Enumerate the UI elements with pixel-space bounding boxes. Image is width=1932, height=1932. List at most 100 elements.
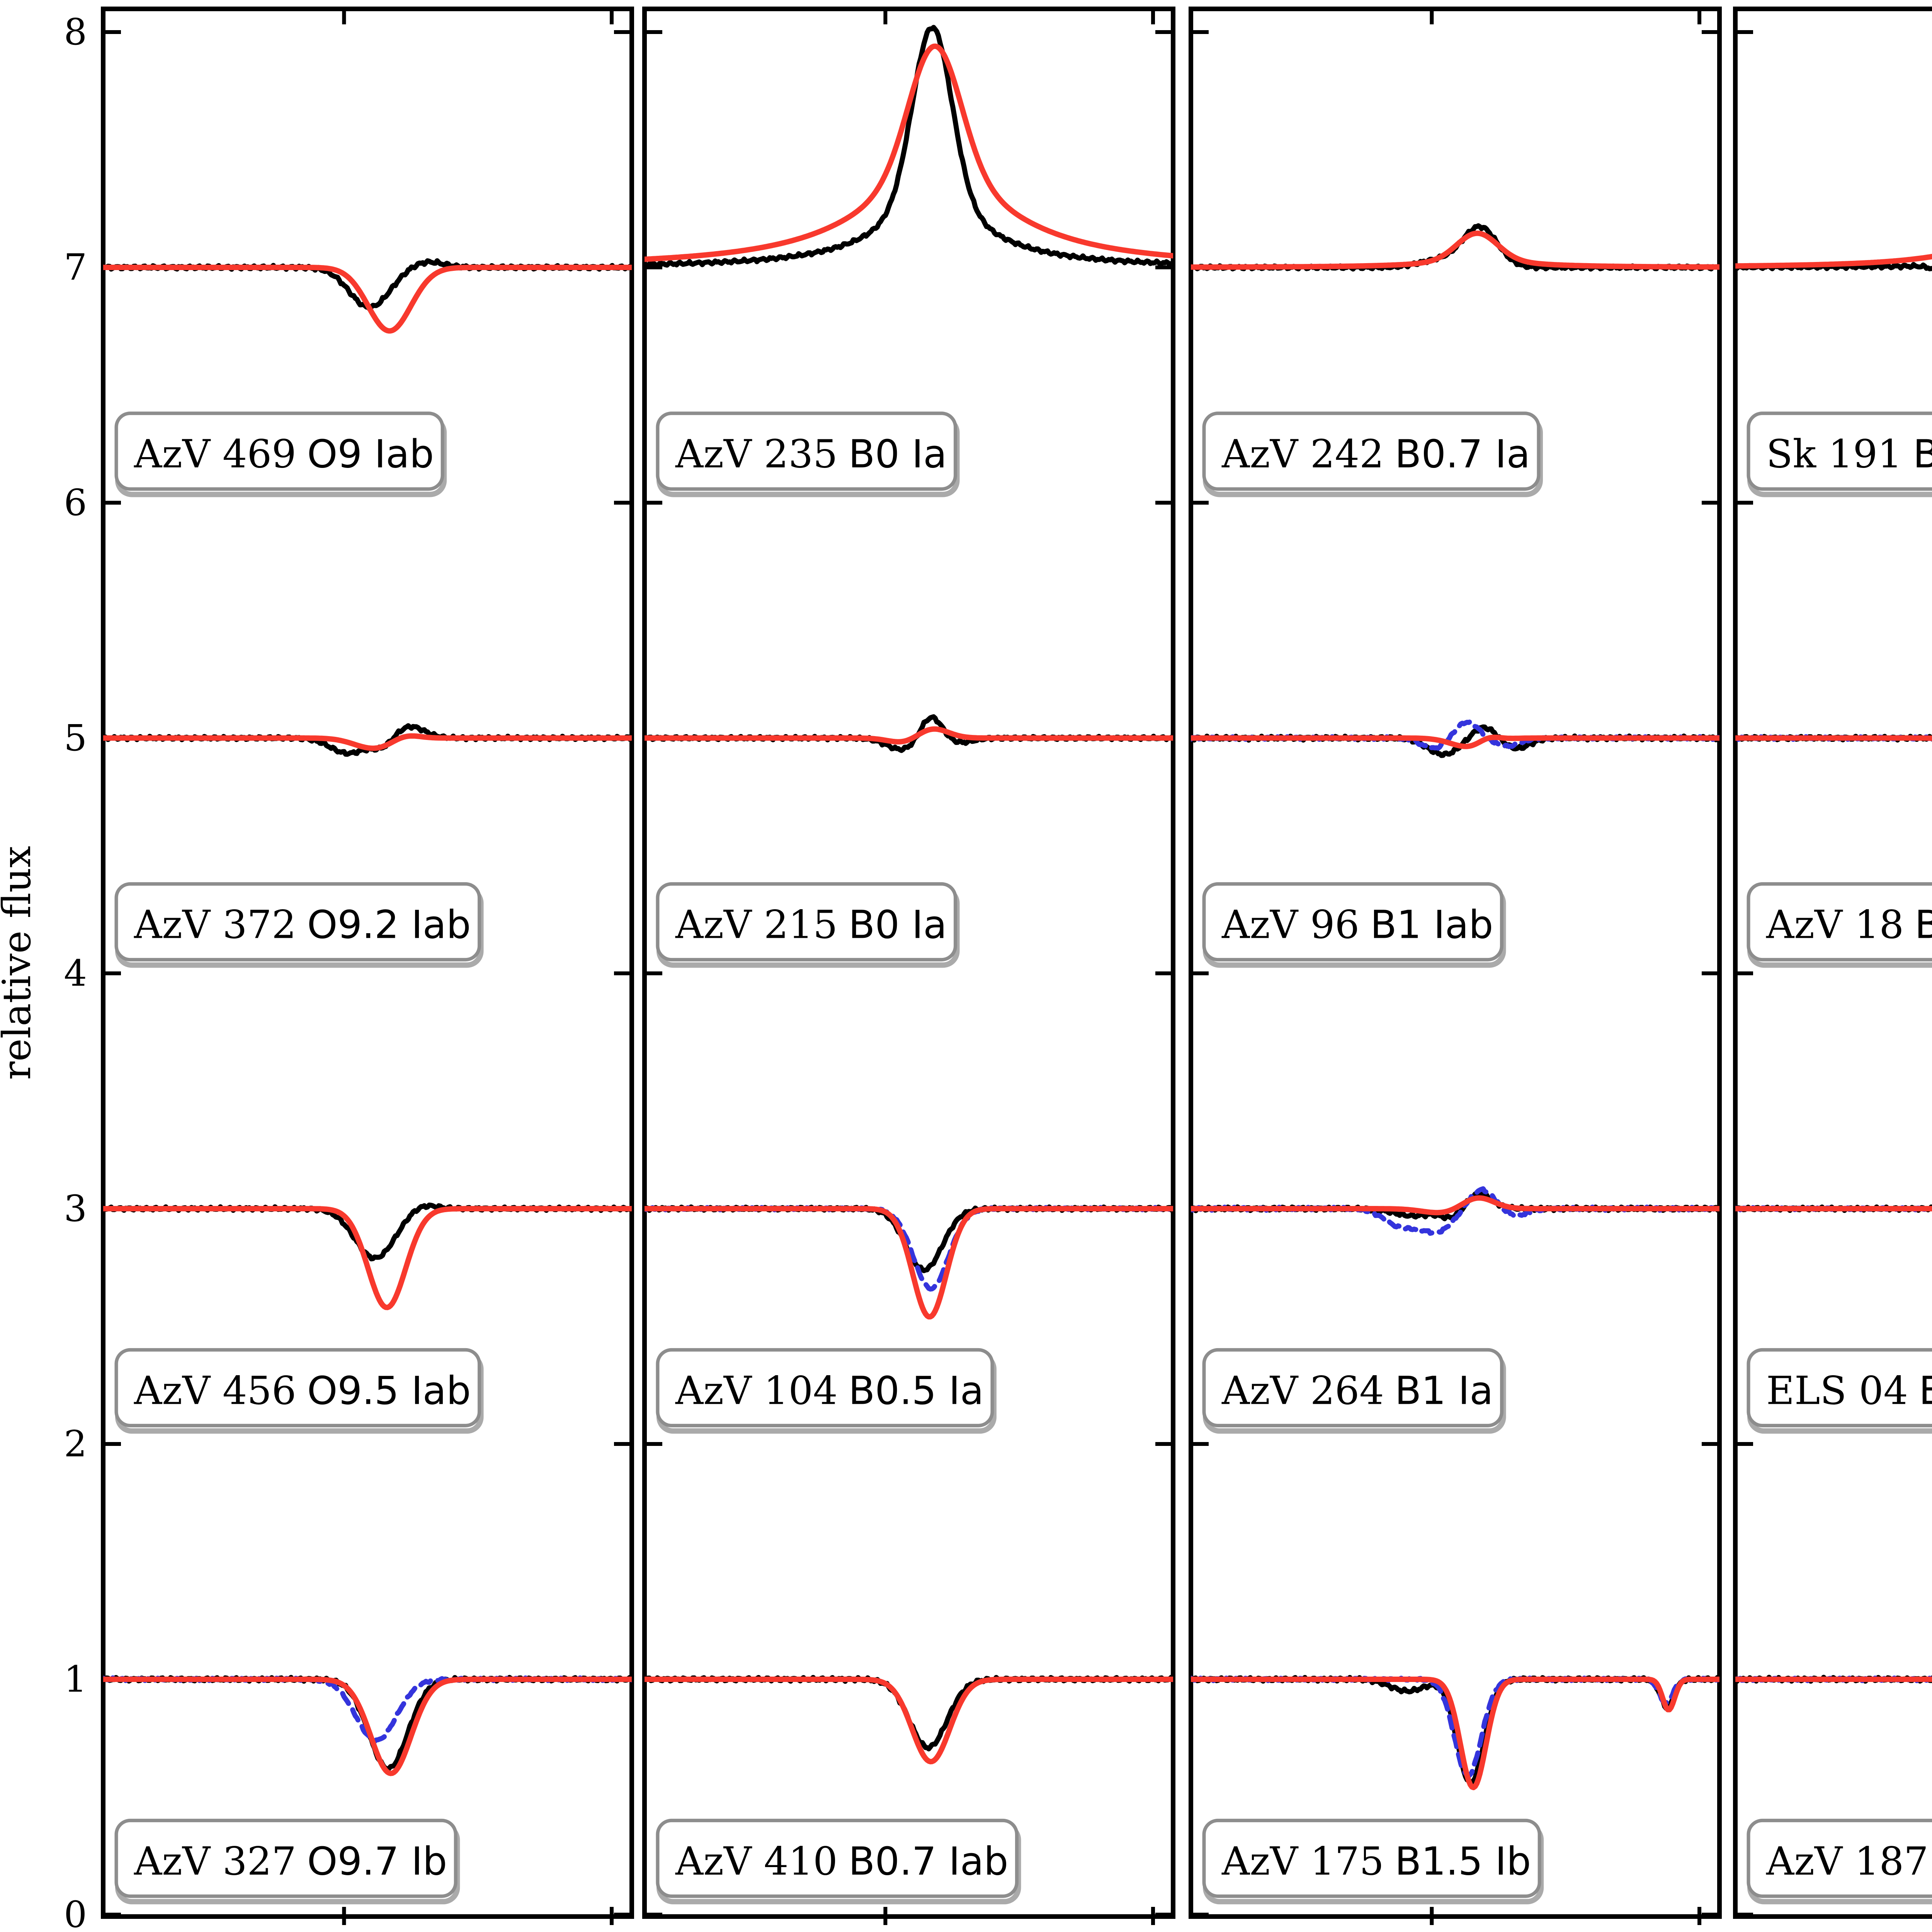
star-label-box-frame: [656, 412, 957, 491]
y-tick-label: 6: [64, 482, 87, 524]
star-name: AzV 104: [675, 1368, 838, 1413]
star-label-box: AzV 410 B0.7 Iab: [656, 1818, 1021, 1905]
star-label-box-frame: [114, 1348, 481, 1427]
star-spectral-type: B0 Ia: [849, 432, 947, 477]
star-name: ELS 04: [1766, 1368, 1908, 1413]
star-name: AzV 235: [675, 432, 838, 477]
spectrum-curve-model_red: [103, 265, 632, 334]
star-name: AzV 215: [675, 902, 838, 947]
spectrum-curve-model_red: [645, 1206, 1173, 1320]
star-label: AzV 175 B1.5 Ib: [1221, 1838, 1531, 1884]
star-label-box: AzV 18 B2 Ia: [1747, 882, 1932, 968]
star-spectral-type: B0.5 Ia: [849, 1368, 984, 1413]
star-label-box-frame: [1747, 1818, 1932, 1898]
star-name: AzV 187: [1766, 1838, 1929, 1884]
spectrum-curve-observed: [645, 25, 1173, 269]
y-axis-label: relative flux: [0, 846, 39, 1080]
star-spectral-type: O9 Iab: [307, 432, 434, 477]
star-label: AzV 187B2.5 Ia: [1766, 1838, 1932, 1884]
star-label: AzV 469 O9 Iab: [134, 432, 434, 477]
star-label: Sk 191 B1.5 Ia: [1766, 432, 1932, 477]
star-label: AzV 372 O9.2 Iab: [134, 902, 471, 947]
spectrum-curve-model_red: [103, 1677, 632, 1776]
star-label-box: AzV 215 B0 Ia: [656, 882, 960, 968]
star-label-box-frame: [1202, 1818, 1541, 1898]
star-label: AzV 456 O9.5 Iab: [134, 1368, 471, 1413]
spectrum-curve-model_red: [1735, 1677, 1932, 1682]
star-name: AzV 469: [134, 432, 296, 477]
y-tick-label: 3: [64, 1188, 87, 1230]
panel-frame: [642, 7, 1175, 1919]
star-label: AzV 104 B0.5 Ia: [675, 1368, 984, 1413]
spectrum-curve-model_red: [1191, 230, 1719, 270]
star-spectral-type: B2 Ia: [1915, 902, 1932, 947]
star-name: AzV 372: [134, 902, 296, 947]
star-spectral-type: B0.7 Ia: [1395, 432, 1530, 477]
star-spectral-type: B2.5 Ib: [1919, 1368, 1932, 1413]
spectrum-curve-model_red: [1735, 1206, 1932, 1211]
star-label-box: AzV 175 B1.5 Ib: [1202, 1818, 1544, 1905]
star-name: AzV 18: [1766, 902, 1904, 947]
star-label-box-frame: [114, 882, 481, 962]
star-spectral-type: B1.5 Ia: [1913, 432, 1932, 477]
star-label: AzV 264 B1 Ia: [1221, 1368, 1493, 1413]
star-label-box: AzV 327 O9.7 Ib: [114, 1818, 460, 1905]
star-name: AzV 242: [1221, 432, 1384, 477]
star-name: AzV 410: [675, 1838, 838, 1884]
star-label: AzV 327 O9.7 Ib: [134, 1838, 447, 1884]
star-label-box-frame: [114, 412, 444, 491]
star-spectral-type: B1 Ia: [1395, 1368, 1493, 1413]
star-label-box: AzV 242 B0.7 Ia: [1202, 412, 1543, 497]
spectrum-curve-model_red: [103, 1206, 632, 1310]
y-tick-label: 0: [64, 1894, 87, 1932]
spectrum-curve-model_red: [1735, 735, 1932, 741]
star-name: AzV 264: [1221, 1368, 1384, 1413]
star-label-box-frame: [1747, 882, 1932, 962]
star-name: Sk 191: [1766, 432, 1902, 477]
star-label-box-frame: [1202, 882, 1503, 962]
star-label: AzV 215 B0 Ia: [675, 902, 947, 947]
star-label: ELS 04 B2.5 Ib: [1766, 1368, 1932, 1413]
star-label-box-frame: [1202, 1348, 1504, 1427]
star-spectral-type: O9.2 Iab: [307, 902, 471, 947]
star-name: AzV 96: [1221, 902, 1359, 947]
star-label-box-frame: [1747, 1348, 1932, 1427]
star-spectral-type: B1 Iab: [1370, 902, 1493, 947]
star-spectral-type: B0 Ia: [849, 902, 947, 947]
star-label-box: AzV 469 O9 Iab: [114, 412, 447, 497]
star-spectral-type: O9.7 Ib: [307, 1838, 447, 1884]
star-label-box: AzV 104 B0.5 Ia: [656, 1348, 997, 1434]
spectrum-curve-model_red: [1191, 1677, 1719, 1791]
star-label: AzV 235 B0 Ia: [675, 432, 947, 477]
star-label-box-frame: [114, 1818, 457, 1898]
star-label-box-frame: [656, 1348, 994, 1427]
star-name: AzV 327: [134, 1838, 296, 1884]
panel-frame: [101, 7, 634, 1919]
star-label-box: AzV 187B2.5 Ia: [1747, 1818, 1932, 1905]
star-spectral-type: B1.5 Ib: [1395, 1838, 1531, 1884]
y-tick-label: 1: [64, 1658, 87, 1701]
star-label: AzV 18 B2 Ia: [1766, 902, 1932, 947]
star-name: AzV 175: [1221, 1838, 1384, 1884]
star-label: AzV 96 B1 Iab: [1221, 902, 1493, 947]
panel-frame: [1189, 7, 1722, 1919]
star-spectral-type: B0.7 Iab: [849, 1838, 1009, 1884]
star-label-box-frame: [656, 882, 957, 962]
star-label: AzV 410 B0.7 Iab: [675, 1838, 1008, 1884]
y-tick-label: 4: [64, 952, 87, 995]
star-name: AzV 456: [134, 1368, 296, 1413]
star-label-box: AzV 372 O9.2 Iab: [114, 882, 484, 968]
star-label-box-frame: [656, 1818, 1019, 1898]
spectrum-curve-model_red: [103, 733, 632, 751]
star-label-box: AzV 264 B1 Ia: [1202, 1348, 1506, 1434]
star-label-box: Sk 191 B1.5 Ia: [1747, 412, 1932, 497]
spectrum-curve-model_red: [1191, 1195, 1719, 1216]
star-label-box-frame: [1747, 412, 1932, 491]
